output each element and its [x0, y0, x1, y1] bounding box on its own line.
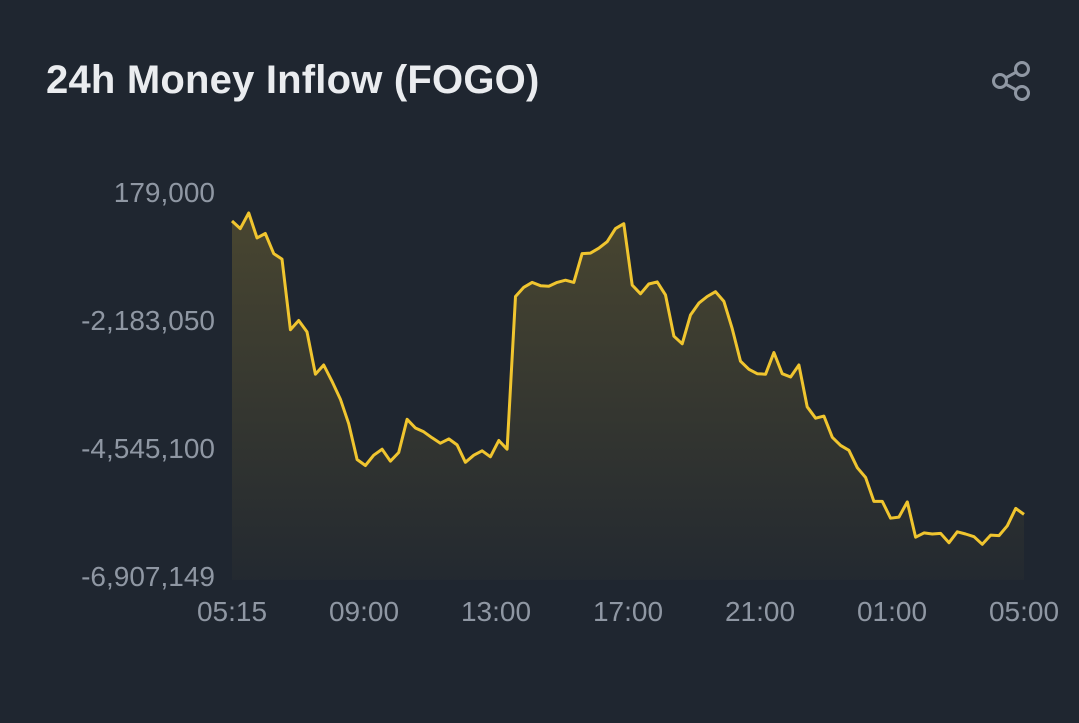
- x-tick-label: 21:00: [724, 596, 796, 627]
- chart-title: 24h Money Inflow (FOGO): [46, 58, 540, 102]
- x-tick-label: 05:15: [196, 596, 268, 627]
- inflow-line: [230, 211, 1025, 546]
- x-tick-label: 09:00: [328, 596, 400, 627]
- y-tick-label: -6,907,149: [81, 561, 215, 592]
- x-tick-label: 13:00: [460, 596, 532, 627]
- inflow-area: [232, 212, 1024, 580]
- share-icon: [992, 61, 1030, 101]
- x-tick-label: 17:00: [592, 596, 664, 627]
- share-button[interactable]: [988, 58, 1034, 104]
- x-tick-label: 01:00: [856, 596, 928, 627]
- y-tick-label: -2,183,050: [81, 305, 215, 336]
- y-tick-label: -4,545,100: [81, 433, 215, 464]
- x-tick-label: 05:00: [988, 596, 1060, 627]
- y-tick-label: 179,000: [113, 177, 215, 208]
